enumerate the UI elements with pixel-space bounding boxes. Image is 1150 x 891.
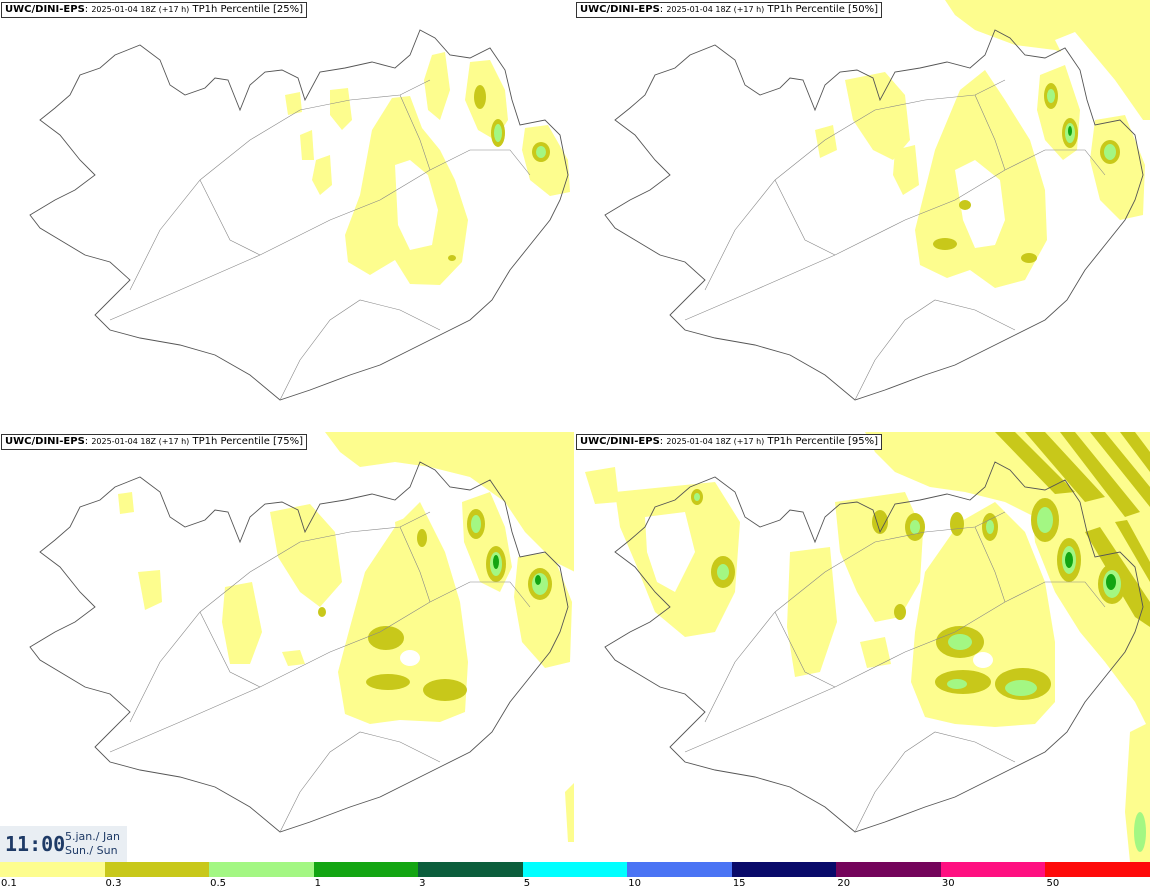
colorbar-tick-label: 0.1 <box>1 878 17 889</box>
model-source: UWC/DINI-EPS <box>580 4 660 15</box>
field-name: TP1h Percentile [75%] <box>192 436 304 447</box>
map-canvas-p95 <box>585 432 1150 862</box>
panel-title: UWC/DINI-EPS: 2025-01-04 18Z (+17 h) TP1… <box>576 2 883 18</box>
colorbar-tick-label: 5 <box>523 878 531 889</box>
panel-title: UWC/DINI-EPS: 2025-01-04 18Z (+17 h) TP1… <box>1 434 308 450</box>
iceland-coastline <box>29 461 569 833</box>
colorbar-swatch <box>522 862 628 877</box>
colorbar-tick-label: 20 <box>837 878 851 889</box>
field-name: TP1h Percentile [50%] <box>767 4 879 15</box>
run-time: 2025-01-04 18Z (+17 h) <box>666 437 765 446</box>
map-panel-p50: UWC/DINI-EPS: 2025-01-04 18Z (+17 h) TP1… <box>575 0 1150 430</box>
panel-title: UWC/DINI-EPS: 2025-01-04 18Z (+17 h) TP1… <box>1 2 308 18</box>
field-name: TP1h Percentile [25%] <box>192 4 304 15</box>
colorbar-swatch <box>836 862 942 877</box>
precip-overlay <box>585 432 1150 862</box>
panel-title: UWC/DINI-EPS: 2025-01-04 18Z (+17 h) TP1… <box>576 434 883 450</box>
colorbar-tick-label: 15 <box>732 878 746 889</box>
colorbar-swatch <box>0 862 106 877</box>
model-source: UWC/DINI-EPS <box>5 436 85 447</box>
map-panel-p75: UWC/DINI-EPS: 2025-01-04 18Z (+17 h) TP1… <box>0 432 575 862</box>
map-panel-p95: UWC/DINI-EPS: 2025-01-04 18Z (+17 h) TP1… <box>575 432 1150 862</box>
valid-day: Sun./ Sun <box>65 844 118 857</box>
valid-time-clock: 11:00 <box>5 832 66 856</box>
precip-colorbar: 0.1 0.3 0.5 1 3 5 10 15 20 30 50 <box>0 862 1150 891</box>
map-canvas-p50 <box>604 0 1150 401</box>
model-source: UWC/DINI-EPS <box>580 436 660 447</box>
colorbar-swatch <box>418 862 524 877</box>
colorbar-tick-label: 0.3 <box>105 878 122 889</box>
field-name: TP1h Percentile [95%] <box>767 436 879 447</box>
valid-time-box: 11:00 5.jan./ Jan Sun./ Sun <box>0 826 127 862</box>
precip-overlay <box>285 52 570 285</box>
colorbar-tick-label: 3 <box>419 878 426 889</box>
colorbar-swatch <box>627 862 733 877</box>
road-network <box>109 511 531 833</box>
colorbar-swatch <box>209 862 315 877</box>
colorbar-swatch <box>313 862 419 877</box>
iceland-coastline <box>604 461 1144 833</box>
panel-divider-horizontal <box>0 430 1150 432</box>
colorbar-tick-label: 30 <box>941 878 955 889</box>
map-canvas-p75 <box>29 432 575 842</box>
road-network <box>684 511 1106 833</box>
precip-overlay <box>815 0 1150 288</box>
road-network <box>109 79 531 401</box>
map-panel-p25: UWC/DINI-EPS: 2025-01-04 18Z (+17 h) TP1… <box>0 0 575 430</box>
colorbar-swatch <box>104 862 210 877</box>
road-network <box>684 79 1106 401</box>
colorbar-swatch <box>940 862 1046 877</box>
precip-overlay <box>118 432 575 842</box>
colorbar-tick-label: 0.5 <box>210 878 226 889</box>
valid-date: 5.jan./ Jan <box>65 830 120 843</box>
colorbar-swatch <box>1045 862 1150 877</box>
colorbar-swatch <box>731 862 837 877</box>
colorbar-tick-label: 50 <box>1046 878 1060 889</box>
iceland-coastline <box>29 29 569 401</box>
run-time: 2025-01-04 18Z (+17 h) <box>91 437 190 446</box>
run-time: 2025-01-04 18Z (+17 h) <box>666 5 765 14</box>
iceland-coastline <box>604 29 1144 401</box>
map-canvas-p25 <box>29 29 570 401</box>
colorbar-tick-label: 10 <box>628 878 641 889</box>
model-source: UWC/DINI-EPS <box>5 4 85 15</box>
colorbar-tick-label: 1 <box>314 878 321 889</box>
run-time: 2025-01-04 18Z (+17 h) <box>91 5 190 14</box>
